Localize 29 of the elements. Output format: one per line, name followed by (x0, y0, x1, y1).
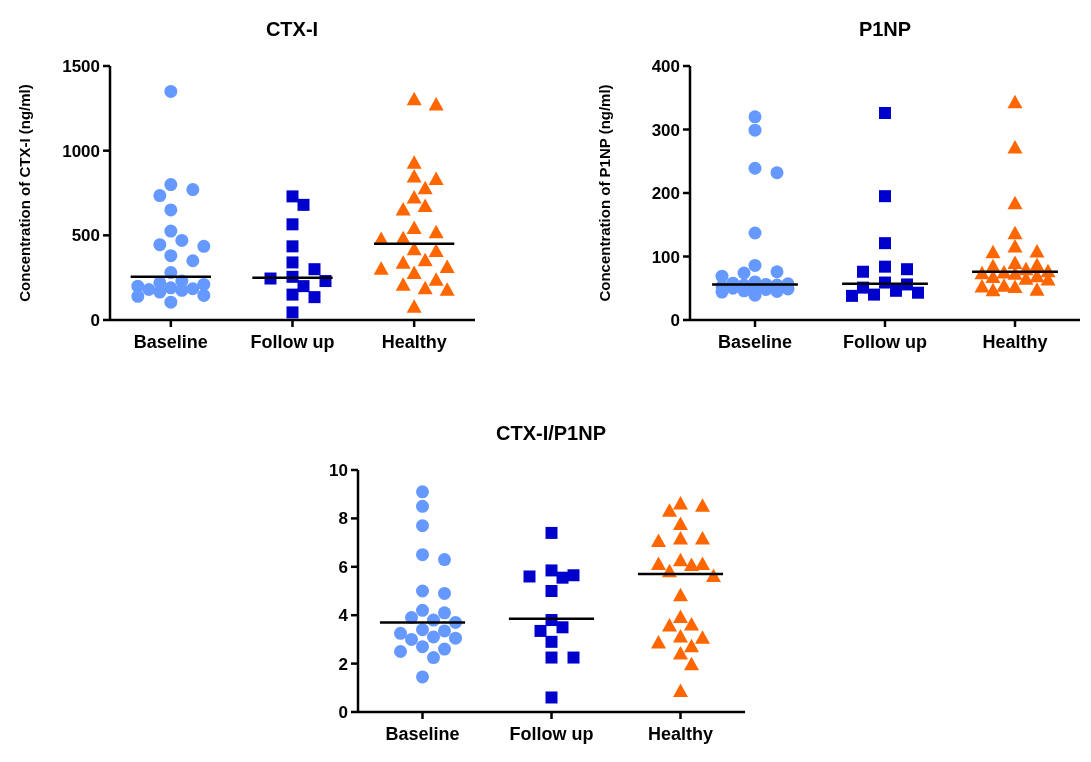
y-axis-title: Concentration of P1NP (ng/ml) (596, 84, 613, 302)
y-tick-label: 300 (651, 120, 680, 140)
y-tick-label: 0 (90, 311, 100, 330)
x-tick-label: Follow up (843, 332, 927, 352)
x-tick-label: Healthy (647, 724, 714, 744)
chart-title: CTX-I/P1NP (495, 422, 607, 444)
y-tick-label: 0 (338, 703, 348, 722)
x-tick-label: Healthy (381, 332, 447, 352)
x-tick-label: Baseline (133, 332, 208, 352)
y-axis-title: Concentration of CTX-I (ng/ml) (16, 84, 33, 302)
y-tick-label: 0 (670, 311, 680, 330)
y-tick-label: 100 (651, 247, 680, 267)
chart-title: P1NP (858, 18, 912, 40)
x-tick-label: Baseline (717, 332, 793, 352)
y-tick-label: 10 (329, 461, 348, 480)
x-tick-label: Healthy (982, 332, 1048, 352)
y-tick-label: 1000 (62, 141, 100, 161)
y-tick-label: 4 (338, 606, 349, 626)
y-tick-label: 400 (651, 57, 680, 76)
y-tick-label: 200 (651, 184, 680, 203)
y-tick-label: 1500 (62, 57, 100, 76)
y-tick-label: 500 (71, 226, 100, 246)
x-tick-label: Follow up (250, 332, 335, 352)
x-tick-label: Baseline (385, 724, 460, 744)
y-tick-label: 2 (338, 654, 348, 674)
y-tick-label: 8 (338, 509, 348, 529)
chart-title: CTX-I (265, 18, 319, 40)
y-tick-label: 6 (338, 557, 348, 577)
x-tick-label: Follow up (509, 724, 594, 744)
